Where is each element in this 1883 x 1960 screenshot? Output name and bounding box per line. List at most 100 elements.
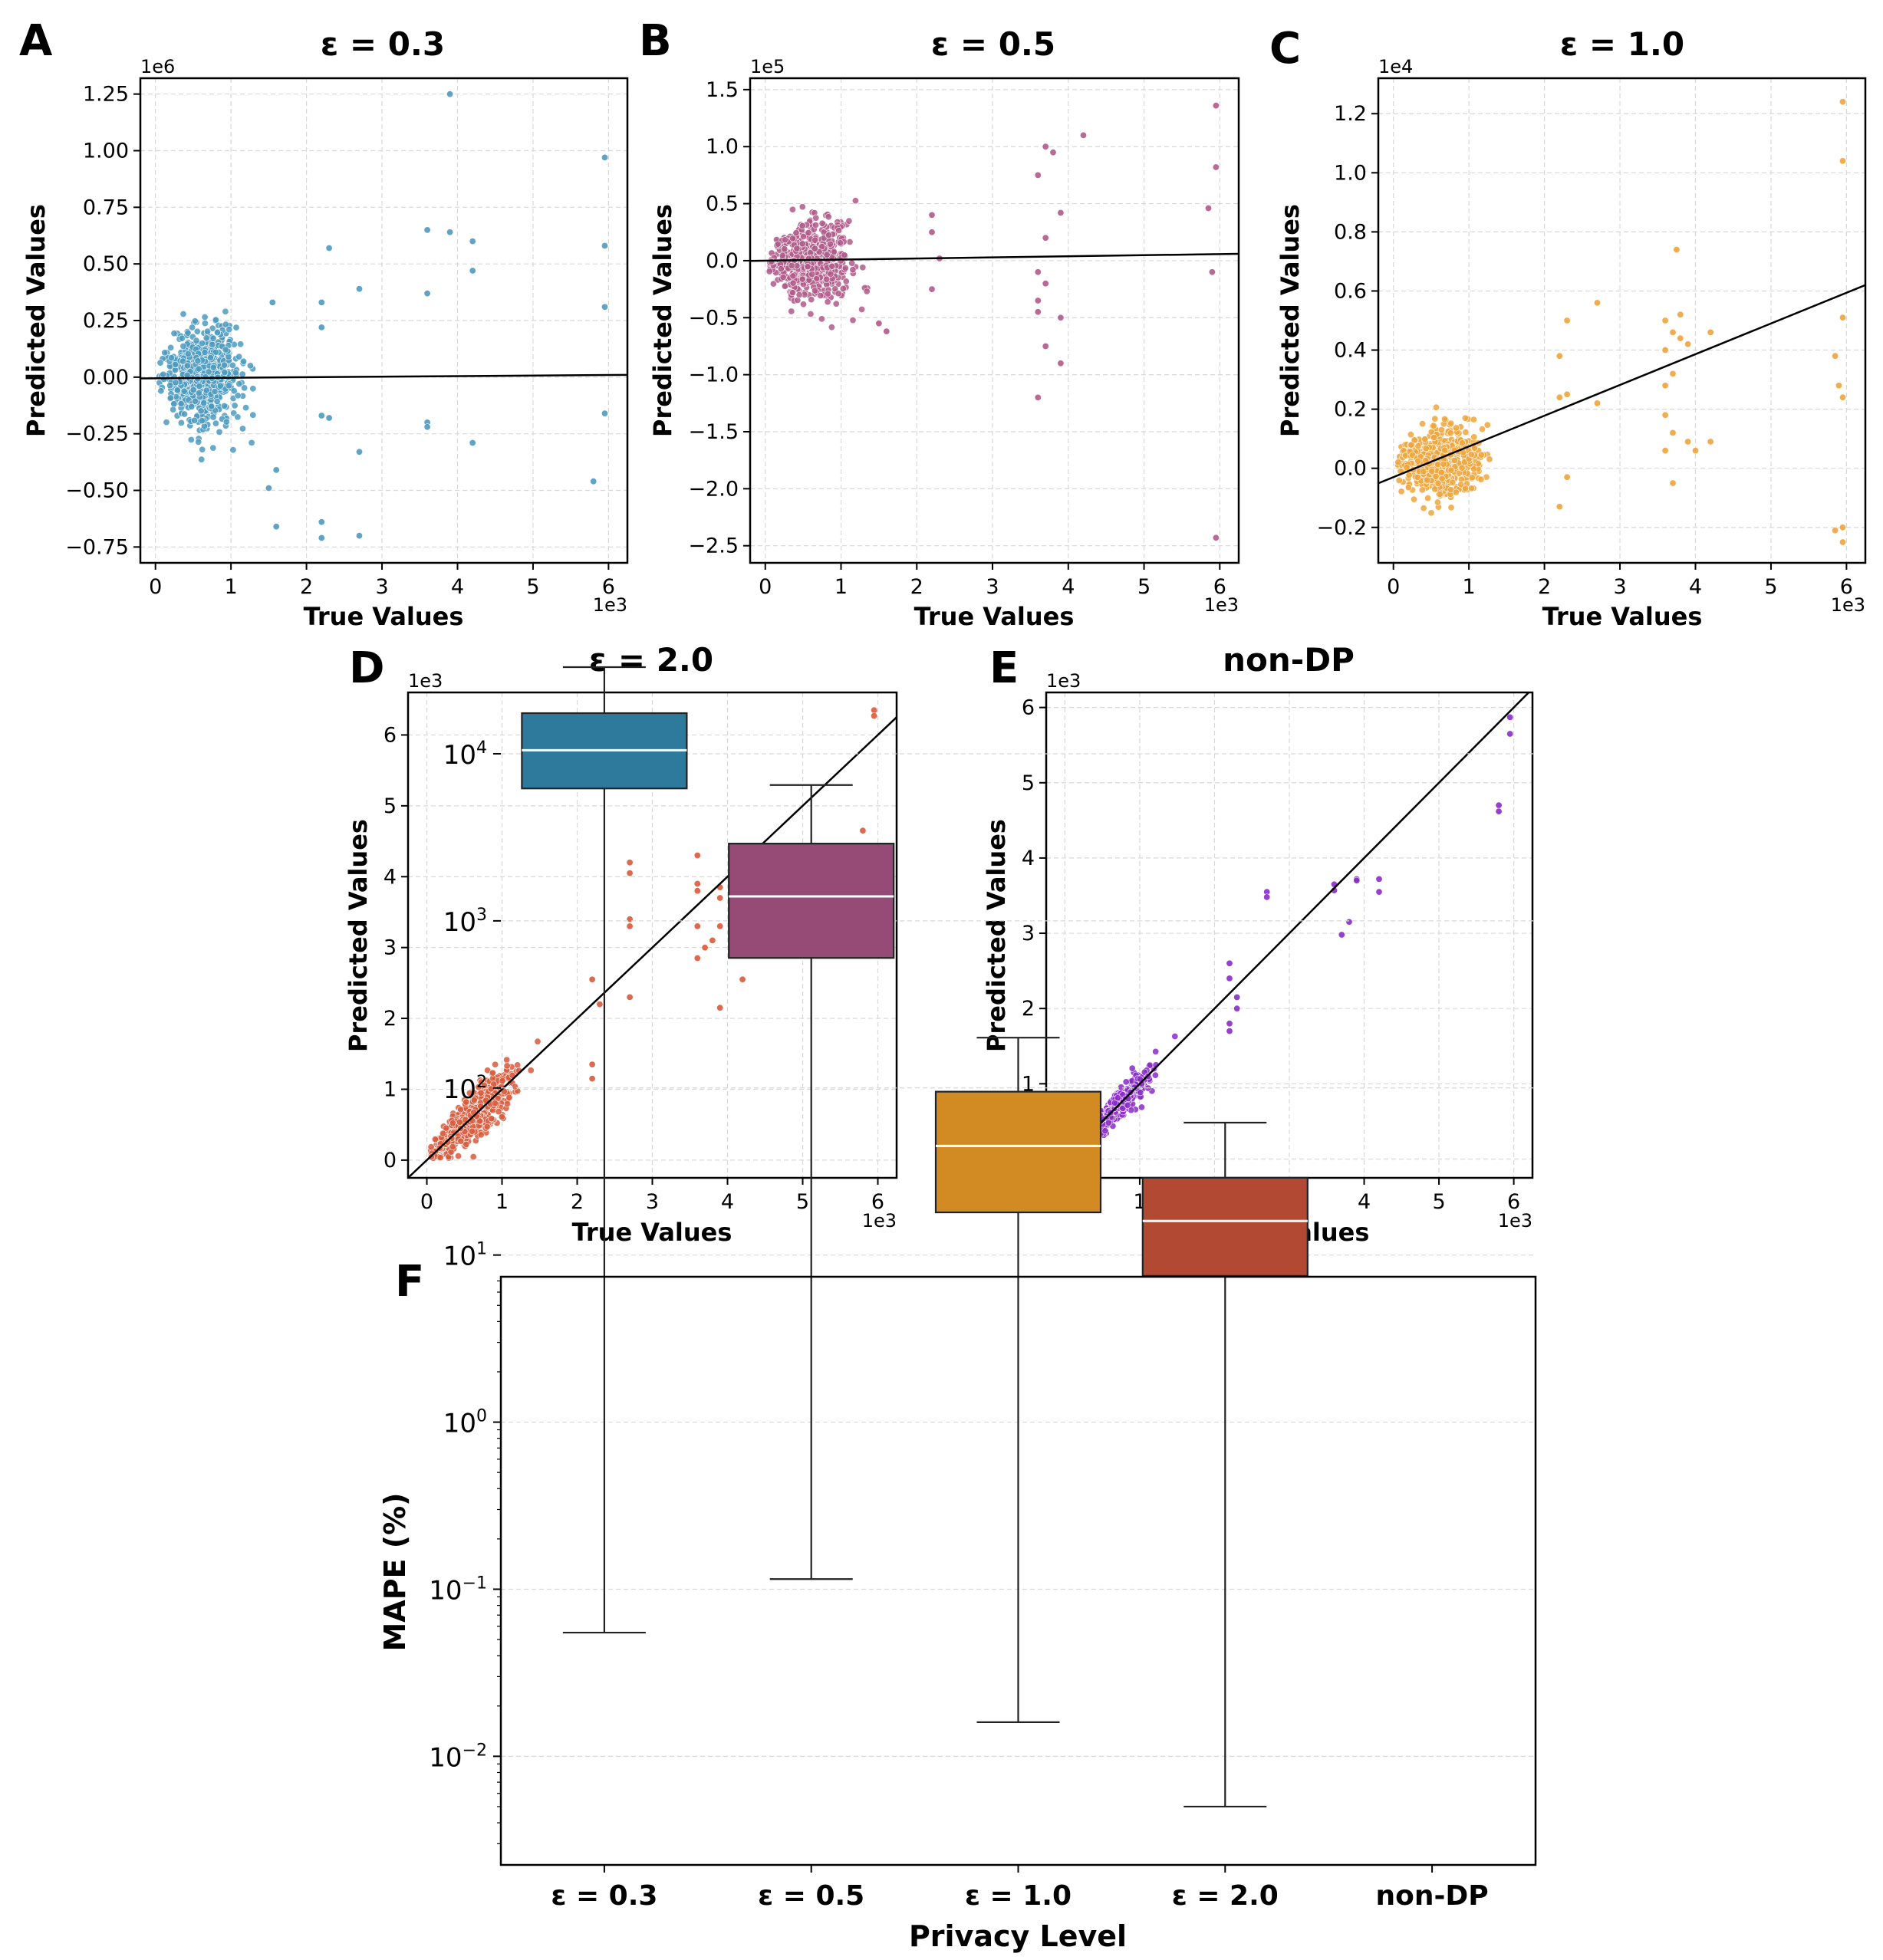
data-point: [492, 1061, 499, 1068]
data-point: [1414, 457, 1422, 465]
data-point: [191, 317, 199, 325]
panel-a-x-ticks: 0 1 2 3 4 5 6: [149, 563, 615, 599]
data-point: [1418, 486, 1426, 494]
data-point-outlier: [928, 229, 936, 236]
panel-d-x-multiplier: 1e3: [862, 1210, 897, 1232]
data-point-outlier: [1669, 479, 1677, 487]
data-point: [239, 370, 246, 378]
data-point-outlier: [1226, 959, 1233, 967]
data-point: [779, 273, 787, 281]
panel-d-title: ε = 2.0: [589, 641, 713, 679]
panel-b-x-multiplier: 1e3: [1204, 594, 1239, 616]
panel-e-title: non-DP: [1223, 641, 1355, 679]
panel-d-y-label: Predicted Values: [344, 819, 373, 1052]
y-tick-label: −0.5: [688, 306, 739, 330]
data-point: [237, 340, 245, 348]
data-point: [209, 324, 216, 332]
y-tick-label: 0.0: [706, 249, 739, 273]
panel-e-points: [1066, 713, 1514, 1162]
data-point-outlier: [928, 211, 936, 219]
y-tick-label: 5: [1022, 771, 1035, 795]
x-tick-label: 3: [375, 575, 388, 599]
data-point: [1467, 485, 1475, 492]
data-point-outlier: [1212, 163, 1220, 171]
data-point: [239, 425, 246, 432]
data-point: [817, 291, 825, 299]
x-tick-label: 0: [1387, 575, 1400, 599]
panel-b: B ε = 0.5 0 1 2 3 4 5 6 −2.5 −2.0 −1.5 −1.0 −0.5 0.…: [639, 16, 1240, 631]
data-point-outlier: [709, 936, 716, 944]
y-tick-label: 0.8: [1334, 220, 1367, 244]
data-point: [242, 404, 250, 412]
data-point-outlier: [1555, 393, 1563, 401]
data-point: [246, 362, 254, 370]
data-point: [216, 428, 223, 436]
data-point: [828, 324, 835, 331]
data-point: [179, 357, 187, 365]
data-point-outlier: [1669, 328, 1677, 336]
data-point: [172, 379, 179, 386]
data-point: [846, 238, 854, 245]
data-point: [1421, 436, 1429, 443]
data-point: [463, 1098, 470, 1106]
panel-f-y-ticks: 10−2 10−1 100 101 102 103 104: [429, 738, 501, 1844]
data-point-outlier: [1042, 280, 1049, 288]
data-point: [166, 382, 174, 390]
data-point-outlier: [446, 229, 454, 236]
data-point-outlier: [1034, 297, 1042, 304]
y-tick-label: 101: [443, 1240, 487, 1272]
data-point: [427, 1143, 435, 1151]
y-tick-label: −0.25: [65, 423, 129, 446]
x-tick-label: 5: [1764, 575, 1777, 599]
data-point: [470, 1097, 478, 1104]
y-tick-label: 0.75: [83, 196, 129, 219]
data-point-outlier: [871, 712, 878, 719]
data-point-outlier: [1563, 473, 1571, 481]
y-tick-label: 6: [384, 723, 397, 747]
data-point: [201, 320, 209, 327]
data-point-outlier: [1506, 730, 1514, 738]
data-point-outlier: [588, 1061, 596, 1068]
data-point-outlier: [1555, 352, 1563, 360]
data-point: [184, 350, 192, 357]
data-point: [1394, 459, 1402, 466]
data-point-outlier: [626, 916, 634, 923]
data-point: [495, 1108, 502, 1116]
x-tick-label: non-DP: [1375, 1880, 1488, 1912]
panel-c-y-ticks: −0.2 0.0 0.2 0.4 0.6 0.8 1.0 1.2: [1316, 102, 1378, 540]
data-point: [842, 278, 850, 285]
y-tick-label: 0.2: [1334, 398, 1367, 422]
data-point-outlier: [601, 303, 608, 311]
panel-label-a: A: [19, 16, 53, 66]
x-tick-label: 6: [1213, 575, 1226, 599]
data-point: [825, 213, 832, 221]
data-point: [173, 386, 181, 394]
y-tick-label: −0.50: [65, 478, 129, 502]
data-point-outlier: [1839, 314, 1847, 321]
data-point: [1405, 472, 1413, 479]
data-point-outlier: [1233, 1005, 1241, 1012]
data-point: [793, 245, 801, 252]
data-point: [209, 444, 217, 452]
x-tick-label: 2: [910, 575, 923, 599]
data-point: [457, 1137, 465, 1145]
x-tick-label: 1: [835, 575, 848, 599]
data-point: [183, 362, 191, 370]
data-point: [198, 455, 206, 463]
box-1: [521, 666, 688, 1634]
data-point: [209, 413, 217, 421]
panel-label-d: D: [349, 643, 384, 693]
data-point: [167, 344, 175, 351]
data-point: [1118, 1084, 1125, 1091]
data-point: [241, 384, 249, 392]
data-point: [1453, 424, 1460, 432]
y-tick-label: 5: [384, 794, 397, 818]
data-point: [454, 1153, 462, 1160]
data-point-outlier: [1212, 102, 1220, 110]
panel-a-title: ε = 0.3: [321, 25, 445, 63]
data-point: [789, 272, 797, 280]
data-point: [201, 313, 209, 321]
panel-label-e: E: [989, 643, 1019, 693]
data-point: [1424, 476, 1431, 484]
x-tick-label: 6: [1840, 575, 1853, 599]
